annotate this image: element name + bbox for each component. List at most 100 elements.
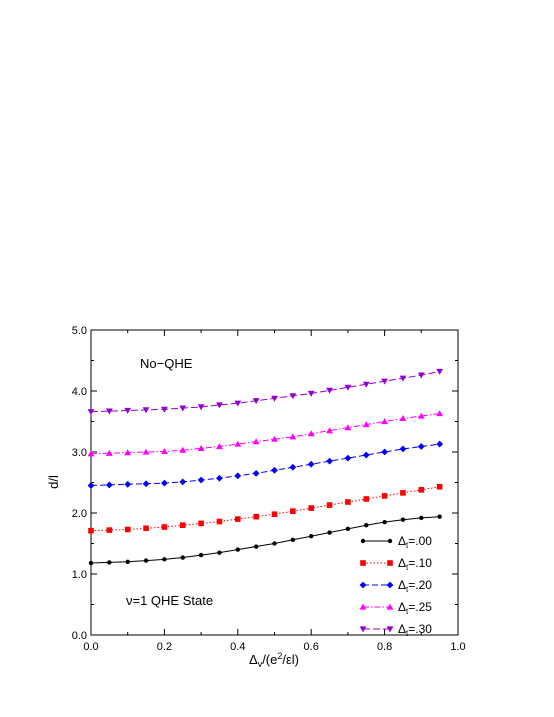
data-point — [124, 526, 131, 533]
data-point — [381, 493, 388, 499]
legend-marker — [386, 581, 394, 589]
data-point — [289, 463, 297, 471]
legend-item-1: Δt=.10 — [360, 556, 432, 572]
legend-label-delta: Δ — [398, 534, 406, 548]
legend-marker — [386, 603, 394, 610]
x-tick-label: 0.8 — [377, 641, 392, 653]
data-point — [326, 427, 333, 434]
data-point — [162, 557, 167, 562]
legend-marker — [387, 538, 393, 544]
data-point — [326, 502, 333, 508]
legend-label-subscript: t — [406, 563, 409, 572]
series-line-1 — [90, 486, 440, 532]
legend-label: Δt=.20 — [398, 578, 432, 594]
data-point — [87, 409, 95, 416]
y-tick-label: 4.0 — [72, 386, 87, 398]
legend-marker — [359, 603, 367, 610]
data-point — [399, 445, 407, 453]
data-point — [88, 527, 94, 534]
x-axis-label-part2: /εl) — [282, 652, 299, 667]
legend-label-delta: Δ — [398, 578, 406, 592]
x-tick-label: 0.6 — [304, 641, 319, 653]
data-point — [142, 480, 150, 488]
data-point — [364, 523, 369, 528]
data-point — [179, 522, 186, 528]
y-tick-label: 1.0 — [72, 569, 87, 581]
data-point — [252, 398, 260, 405]
data-point — [362, 421, 370, 428]
data-point — [344, 454, 352, 462]
legend-label: Δt=.25 — [398, 600, 432, 616]
data-point — [235, 516, 241, 522]
x-axis-label: Δv/(e2/εl) — [249, 651, 299, 669]
series-line-2 — [90, 443, 440, 486]
data-point — [143, 525, 149, 532]
legend-item-4: Δt=.30 — [359, 622, 432, 638]
data-point — [290, 537, 296, 543]
legend-label-value: =.00 — [408, 534, 432, 548]
data-point — [234, 400, 242, 407]
data-point — [417, 412, 425, 419]
data-point — [179, 478, 187, 486]
data-point — [345, 526, 351, 532]
x-axis-label-delta: Δ — [249, 652, 258, 667]
x-axis-label-part1: /(e — [262, 652, 277, 667]
data-point — [436, 483, 443, 490]
data-point — [161, 406, 168, 413]
data-point — [217, 550, 222, 555]
data-point — [308, 505, 314, 511]
data-point — [252, 469, 260, 477]
data-point — [418, 487, 425, 493]
data-point — [436, 410, 444, 417]
data-point — [235, 547, 240, 552]
data-point — [382, 519, 387, 525]
data-point — [107, 560, 112, 565]
data-point — [326, 457, 333, 465]
data-point — [234, 472, 242, 480]
y-tick-label: 0.0 — [72, 630, 87, 642]
data-point — [216, 474, 223, 482]
data-point — [87, 450, 95, 457]
data-point — [436, 440, 444, 448]
data-point — [216, 443, 223, 450]
legend-marker — [360, 560, 366, 566]
data-point — [198, 552, 204, 558]
data-point — [105, 408, 113, 415]
legend-marker — [386, 626, 394, 633]
data-point — [381, 378, 388, 385]
data-point — [436, 368, 444, 375]
data-point — [179, 446, 187, 453]
annotation-no-qhe: No−QHE — [140, 356, 193, 371]
data-point — [143, 558, 149, 563]
x-axis-label-subscript: v — [258, 659, 263, 669]
legend-label-subscript: t — [406, 585, 409, 594]
legend-label-value: =.10 — [408, 556, 432, 570]
series-layer — [87, 368, 444, 566]
data-point — [307, 390, 315, 397]
legend-marker — [387, 560, 393, 566]
legend-label-value: =.25 — [408, 600, 432, 614]
data-point — [197, 404, 205, 411]
ticks: 0.0 0.2 0.4 0.6 0.8 1.0 0.0 1.0 2.0 3.0 4.0 5.0 — [72, 325, 466, 653]
y-tick-label: 5.0 — [72, 325, 87, 337]
data-point — [309, 533, 314, 539]
legend-label-delta: Δ — [398, 600, 406, 614]
data-point — [105, 449, 113, 456]
x-axis-label-superscript: 2 — [277, 651, 282, 661]
data-point — [253, 544, 259, 549]
data-point — [419, 515, 424, 521]
series-line-3 — [90, 413, 440, 455]
data-point — [344, 384, 352, 391]
series-4 — [87, 368, 444, 416]
legend-label-subscript: t — [406, 629, 409, 638]
x-tick-label: 1.0 — [450, 641, 465, 653]
legend-label: Δt=.00 — [398, 534, 432, 550]
data-point — [198, 520, 204, 527]
data-point — [400, 490, 406, 496]
data-point — [234, 440, 242, 447]
legend-label-value: =.20 — [408, 578, 432, 592]
series-line-0 — [90, 516, 440, 564]
data-point — [272, 541, 277, 546]
data-point — [271, 466, 278, 474]
